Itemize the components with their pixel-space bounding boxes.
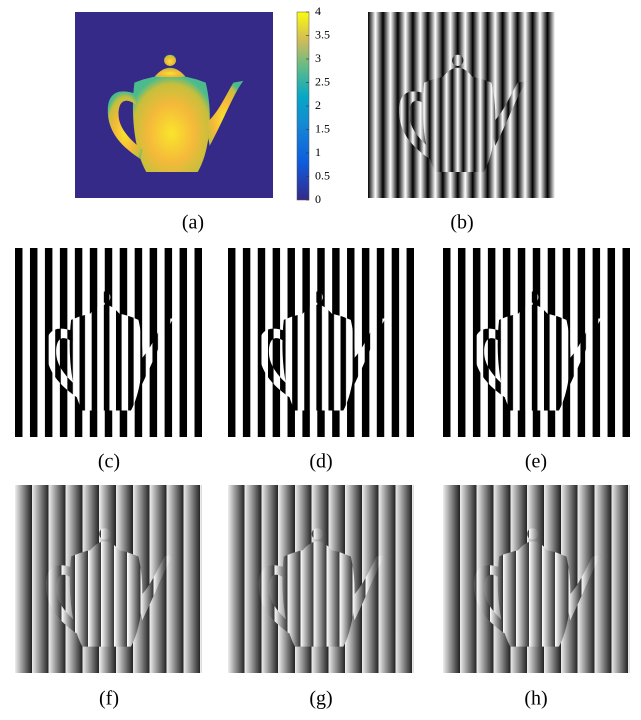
caption: (b) (450, 212, 473, 234)
panel-b (368, 12, 555, 198)
colorbar-tick-label: 2.5 (315, 74, 330, 88)
caption: (h) (524, 688, 547, 710)
caption: (f) (99, 688, 119, 710)
panel-d (228, 248, 414, 437)
colorbar-tick-label: 3.5 (315, 27, 330, 41)
panel-e (443, 248, 630, 437)
caption: (e) (525, 451, 547, 473)
caption: (d) (309, 451, 332, 473)
panel-h (443, 485, 630, 673)
colorbar-tick-label: 1 (315, 145, 321, 159)
panel-g (228, 485, 414, 673)
panel-a (75, 12, 273, 198)
caption: (c) (98, 451, 120, 473)
colorbar-tick-label: 3 (315, 51, 321, 65)
colorbar-tick-label: 0 (315, 192, 321, 206)
panel-c (15, 248, 202, 437)
colorbar-tick-label: 4 (315, 4, 321, 18)
caption: (g) (309, 688, 332, 710)
colorbar-tick-label: 0.5 (315, 168, 330, 182)
colorbar-tick-label: 1.5 (315, 121, 330, 135)
panel-f (15, 485, 202, 673)
colorbar-tick-label: 2 (315, 98, 321, 112)
figure: (a) (b) (c) (d) (e) (f) (g) (h) 0 0.5 1 1.5… (0, 0, 641, 720)
caption: (a) (182, 212, 204, 234)
